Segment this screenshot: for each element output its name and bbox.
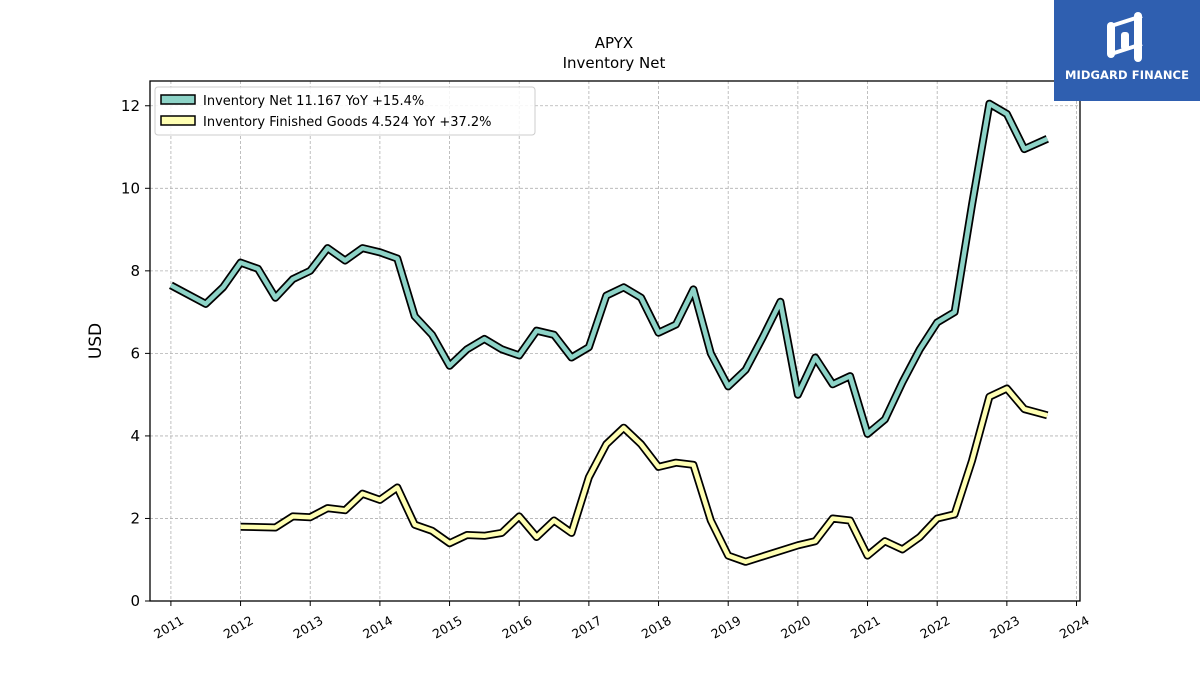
legend-swatch-inventory-net: [160, 94, 196, 105]
legend: Inventory Net 11.167 YoY +15.4% Inventor…: [154, 86, 536, 136]
y-tick-label: 6: [130, 344, 140, 362]
legend-label-finished-goods: Inventory Finished Goods 4.524 YoY +37.2…: [203, 115, 492, 130]
x-tick-label: 2020: [778, 613, 813, 642]
x-tick-label: 2023: [987, 613, 1022, 642]
y-tick-label: 2: [130, 509, 140, 527]
x-tick-label: 2019: [708, 613, 743, 642]
series-line-inventory-finished-goods: [240, 386, 1048, 565]
x-tick-label: 2022: [917, 613, 952, 642]
brand-logo: MIDGARD FINANCE: [1054, 0, 1200, 101]
x-tick-label: 2014: [360, 613, 395, 642]
legend-swatch-finished-goods: [160, 115, 196, 126]
chart-title: APYX: [595, 34, 633, 52]
y-tick-label: 0: [130, 592, 140, 610]
series-outline-inventory-net: [169, 99, 1049, 438]
plot-frame: [149, 80, 1081, 602]
chart-subtitle: Inventory Net: [563, 54, 666, 72]
y-tick-label: 12: [121, 97, 140, 115]
y-tick-label: 10: [121, 179, 140, 197]
series-outline-inventory-finished-goods: [240, 384, 1049, 566]
x-tick-label: 2013: [290, 613, 325, 642]
y-tick-label: 4: [130, 427, 140, 445]
x-tick-label: 2012: [221, 613, 256, 642]
legend-label-inventory-net: Inventory Net 11.167 YoY +15.4%: [203, 94, 424, 109]
midgard-logo-icon: [1107, 12, 1143, 62]
y-tick-label: 8: [130, 262, 140, 280]
legend-box: [154, 86, 536, 136]
x-tick-label: 2017: [569, 613, 604, 642]
x-tick-label: 2011: [151, 613, 186, 642]
series-line-inventory-net: [169, 101, 1049, 437]
series-layer: [169, 99, 1049, 566]
axes: 2011 2012 2013 2014 2015 2016 2017 2018 2019 2020…: [121, 97, 1092, 642]
y-axis-label: USD: [86, 323, 106, 359]
brand-name: MIDGARD FINANCE: [1064, 68, 1190, 82]
x-tick-label: 2015: [430, 613, 465, 642]
x-tick-label: 2018: [639, 613, 674, 642]
x-tick-label: 2024: [1057, 613, 1092, 642]
x-tick-label: 2021: [848, 613, 883, 642]
x-tick-label: 2016: [499, 613, 534, 642]
